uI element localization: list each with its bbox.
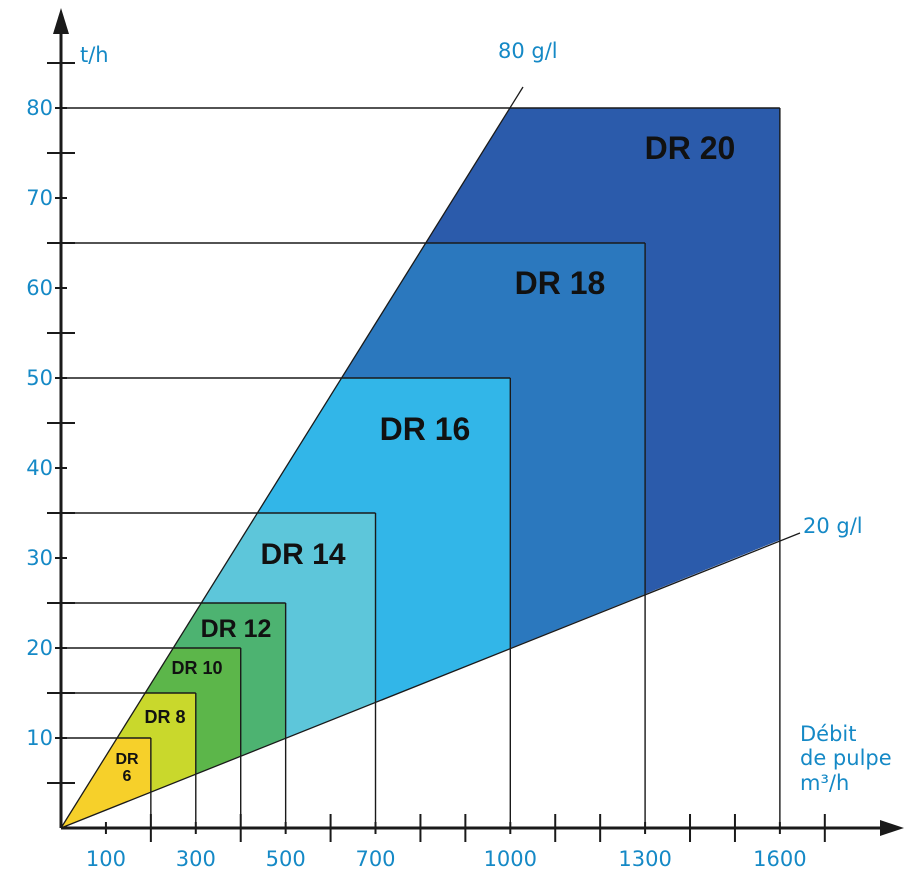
zone-label-dr-8: DR 8 — [144, 707, 185, 727]
x-tick-label: 100 — [86, 847, 126, 871]
x-tick-label: 700 — [355, 847, 395, 871]
zone-label-dr-14: DR 14 — [260, 538, 345, 571]
zone-label-line: DR 12 — [201, 615, 272, 643]
zone-label-dr-16: DR 16 — [380, 411, 471, 447]
axes — [47, 8, 904, 842]
zone-label-line: DR 10 — [171, 658, 222, 678]
zone-label-dr-20: DR 20 — [645, 130, 736, 166]
zone-boundaries — [60, 86, 801, 829]
y-tick-label: 80 — [26, 96, 53, 120]
x-axis-label: Débit — [800, 722, 857, 746]
zone-label-dr-12: DR 12 — [201, 615, 272, 643]
zone-label-line: 6 — [123, 768, 132, 785]
x-axis-arrow — [880, 820, 904, 836]
zone-label-line: DR 18 — [515, 265, 606, 301]
zone-label-line: DR 8 — [144, 707, 185, 727]
zone-label-line: DR 14 — [260, 538, 345, 571]
y-tick-label: 20 — [26, 636, 53, 660]
zone-label-dr-18: DR 18 — [515, 265, 606, 301]
x-tick-label: 1300 — [618, 847, 671, 871]
x-tick-label: 1600 — [753, 847, 806, 871]
zone-label-line: DR 16 — [380, 411, 471, 447]
zone-label-line: DR 20 — [645, 130, 736, 166]
y-tick-label: 40 — [26, 456, 53, 480]
x-axis-label: de pulpe — [800, 746, 892, 770]
line-80gl — [60, 86, 524, 829]
y-axis-label: t/h — [80, 43, 109, 67]
y-tick-label: 60 — [26, 276, 53, 300]
y-tick-label: 30 — [26, 546, 53, 570]
labels: 10 20 30 40 50 60 70 80 100 300 500 700 1000 1300 1600… — [26, 39, 891, 871]
x-tick-label: 300 — [176, 847, 216, 871]
zone-label-dr-10: DR 10 — [171, 658, 222, 678]
x-axis-label: m³/h — [800, 771, 849, 795]
line-20gl — [60, 532, 801, 829]
line-label-80gl: 80 g/l — [498, 39, 558, 63]
zone-dr-6 — [61, 738, 151, 828]
y-axis-arrow — [53, 8, 69, 34]
y-tick-label: 70 — [26, 186, 53, 210]
y-tick-label: 50 — [26, 366, 53, 390]
line-label-20gl: 20 g/l — [803, 514, 863, 538]
zone-label-line: DR — [115, 751, 139, 768]
zone-label-dr-6: DR 6 — [115, 751, 139, 785]
y-tick-label: 10 — [26, 726, 53, 750]
x-tick-label: 500 — [266, 847, 306, 871]
x-tick-label: 1000 — [484, 847, 537, 871]
